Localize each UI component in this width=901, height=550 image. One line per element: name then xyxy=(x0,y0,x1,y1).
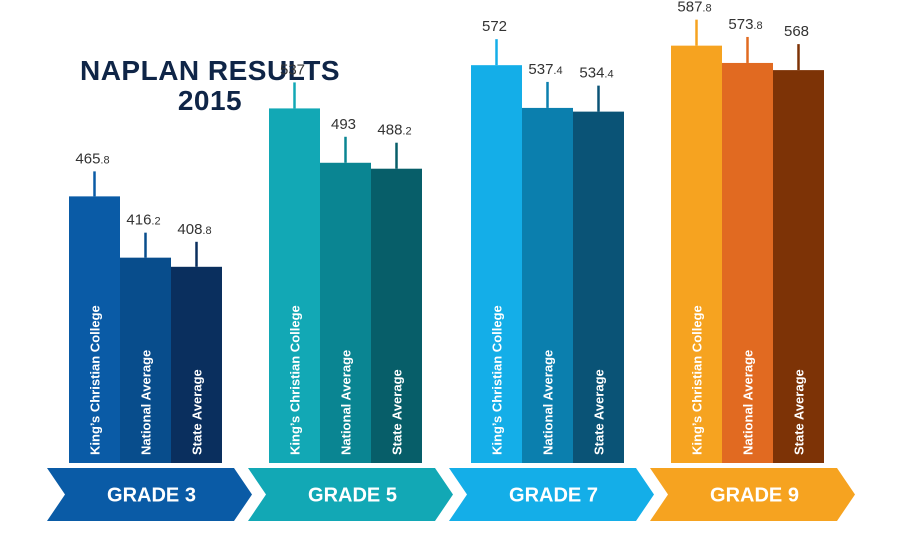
grade-banner xyxy=(47,468,252,521)
data-label: 537.4 xyxy=(528,61,562,78)
series-label: National Average xyxy=(541,350,556,455)
bar xyxy=(471,65,522,463)
series-label: National Average xyxy=(339,350,354,455)
category-label: GRADE 3 xyxy=(107,485,196,507)
category-label: GRADE 5 xyxy=(308,485,397,507)
chart-title-line-2: 2015 xyxy=(177,85,243,116)
category-label: GRADE 9 xyxy=(710,485,799,507)
data-label: 572 xyxy=(482,18,507,35)
bar xyxy=(671,45,722,463)
data-label: 534.4 xyxy=(579,65,613,82)
data-label: 488.2 xyxy=(377,122,411,139)
data-label: 493 xyxy=(331,116,356,133)
chart-title-line-1: NAPLAN RESULTS xyxy=(79,55,341,86)
bar xyxy=(320,162,371,463)
grade-banner xyxy=(449,468,654,521)
data-label: 537 xyxy=(280,61,305,78)
data-label: 587.8 xyxy=(677,0,711,16)
bar xyxy=(69,196,120,464)
data-label: 416.2 xyxy=(126,212,160,229)
bar xyxy=(269,108,320,463)
category-label: GRADE 7 xyxy=(509,485,598,507)
series-label: King’s Christian College xyxy=(490,305,505,455)
series-label: State Average xyxy=(592,369,607,455)
grade-banner xyxy=(248,468,453,521)
bar xyxy=(371,168,422,463)
data-label: 568 xyxy=(784,23,809,40)
grade-banner xyxy=(650,468,855,521)
data-label: 573.8 xyxy=(728,16,762,33)
series-label: State Average xyxy=(190,369,205,455)
bar xyxy=(573,111,624,463)
series-label: King’s Christian College xyxy=(690,305,705,455)
series-label: National Average xyxy=(139,350,154,455)
series-label: State Average xyxy=(792,369,807,455)
bar xyxy=(722,62,773,463)
series-label: King’s Christian College xyxy=(88,305,103,455)
bar xyxy=(171,266,222,463)
data-label: 408.8 xyxy=(177,221,211,238)
series-label: King’s Christian College xyxy=(288,305,303,455)
bar xyxy=(120,257,171,463)
series-label: National Average xyxy=(741,350,756,455)
data-label: 465.8 xyxy=(75,150,109,167)
series-label: State Average xyxy=(390,369,405,455)
bar xyxy=(773,70,824,464)
bar xyxy=(522,107,573,463)
